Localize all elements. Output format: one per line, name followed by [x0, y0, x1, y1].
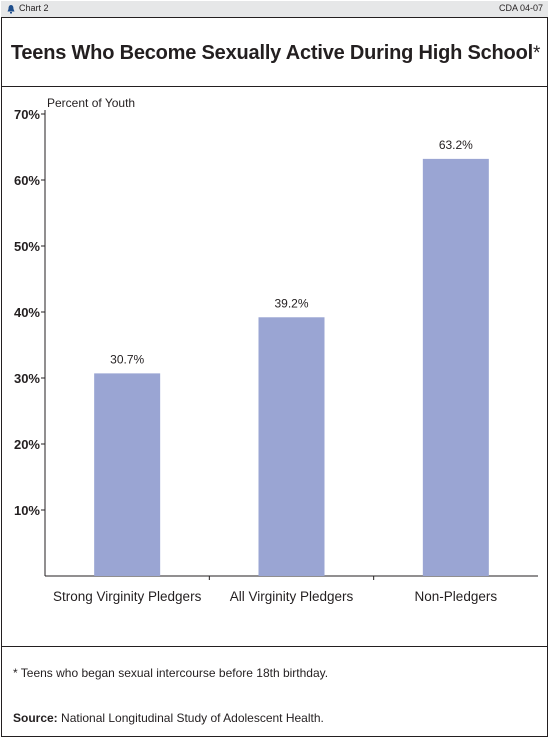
bar-value-label: 30.7%	[110, 352, 144, 366]
bar	[94, 373, 161, 576]
header-bar: Chart 2 CDA 04-07	[1, 1, 548, 18]
bar	[258, 317, 325, 576]
y-axis-ticks: 10% 20% 30% 40% 50% 60% 70%	[14, 107, 45, 518]
bell-icon	[7, 5, 15, 14]
bar-value-label: 63.2%	[439, 138, 473, 152]
title-asterisk: *	[532, 43, 541, 64]
chart-number-label: Chart 2	[19, 3, 49, 13]
chart-bars: 30.7% 39.2% 63.2%	[94, 138, 489, 576]
source-label: Source:	[13, 711, 58, 725]
x-tick-label: All Virginity Pledgers	[230, 589, 354, 604]
chart-title: Teens Who Become Sexually Active During …	[0, 42, 551, 65]
x-axis-labels: Strong Virginity Pledgers All Virginity P…	[53, 576, 497, 604]
y-tick-label: 10%	[14, 503, 40, 518]
y-axis-label: Percent of Youth	[47, 96, 136, 110]
source-note: Source: National Longitudinal Study of A…	[13, 711, 324, 725]
footer-divider	[1, 646, 548, 647]
x-tick-label: Non-Pledgers	[415, 589, 498, 604]
title-divider	[1, 86, 548, 87]
x-tick-label: Strong Virginity Pledgers	[53, 589, 202, 604]
y-tick-label: 30%	[14, 371, 40, 386]
y-tick-label: 50%	[14, 239, 40, 254]
y-tick-label: 70%	[14, 107, 40, 122]
bar	[422, 158, 489, 576]
y-tick-label: 40%	[14, 305, 40, 320]
chart-title-text: Teens Who Become Sexually Active During …	[10, 42, 533, 64]
source-text: National Longitudinal Study of Adolescen…	[57, 711, 324, 725]
y-tick-label: 20%	[14, 437, 40, 452]
y-tick-label: 60%	[14, 173, 40, 188]
chart-id-label: CDA 04-07	[498, 3, 543, 13]
bar-value-label: 39.2%	[274, 296, 308, 310]
footnote: * Teens who began sexual intercourse bef…	[13, 666, 329, 680]
